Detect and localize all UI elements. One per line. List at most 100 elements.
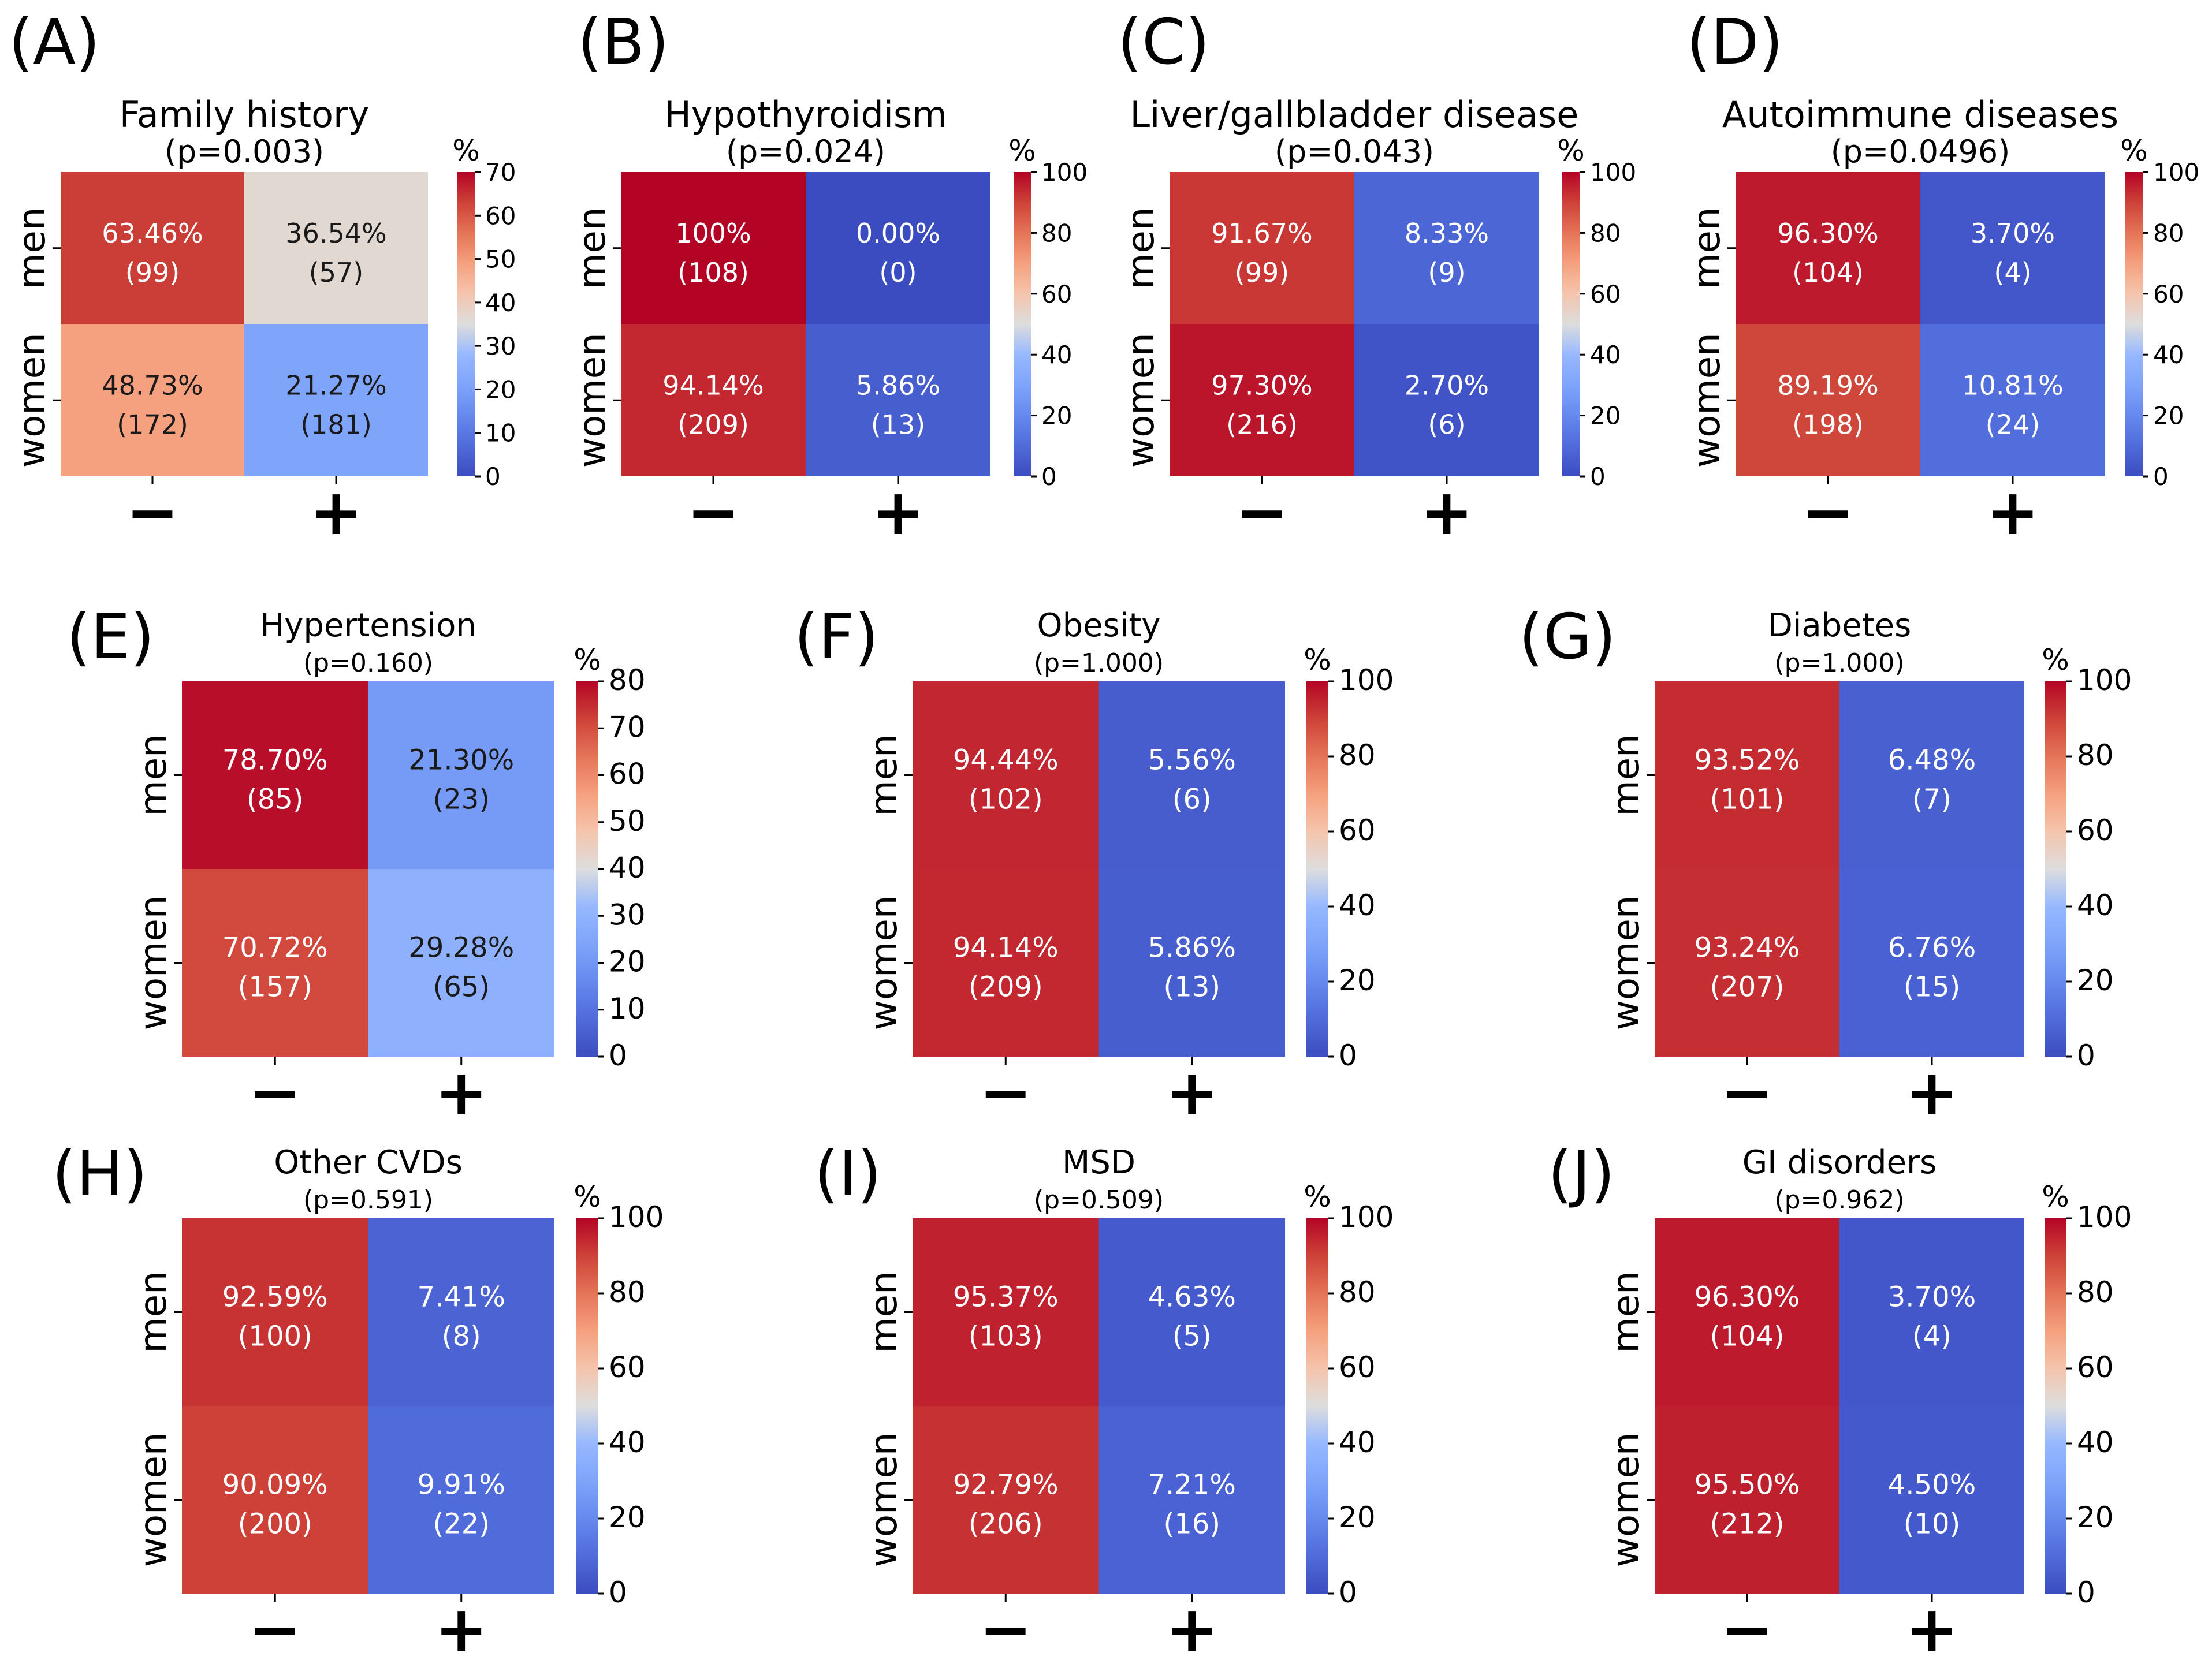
cell-percent-label: 48.73%: [102, 370, 203, 401]
cell-count-label: (16): [1163, 1508, 1220, 1540]
colorbar-tick-label: 80: [2077, 1275, 2114, 1309]
cell-count-label: (85): [247, 784, 304, 816]
chart-title: Liver/gallbladder disease: [1130, 94, 1579, 136]
cell-percent-label: 96.30%: [1777, 218, 1878, 249]
panel-label: (A): [9, 6, 100, 79]
row-label: men: [571, 207, 614, 289]
colorbar-tick-label: 40: [1590, 341, 1621, 369]
heatmap-cell: [1098, 869, 1285, 1057]
colorbar-label: %: [574, 643, 601, 677]
colorbar-tick-label: 60: [609, 1351, 646, 1384]
chart-title: Hypertension: [260, 607, 476, 644]
cell-count-label: (6): [1172, 784, 1212, 816]
colorbar-tick-label: 60: [2077, 1351, 2114, 1384]
cell-count-label: (13): [1163, 971, 1220, 1004]
row-label: women: [132, 896, 175, 1031]
chart-subtitle: (p=0.003): [165, 133, 324, 170]
heatmap-cell: [182, 869, 368, 1057]
heatmap-cell: [1098, 1406, 1285, 1594]
cell-percent-label: 94.14%: [662, 370, 764, 401]
column-label: −: [979, 1592, 1032, 1660]
cell-percent-label: 7.41%: [418, 1281, 505, 1314]
heatmap-cell: [1839, 869, 2024, 1057]
colorbar: [1306, 1218, 1328, 1594]
cell-percent-label: 78.70%: [222, 744, 328, 777]
cell-percent-label: 96.30%: [1694, 1281, 1800, 1314]
colorbar-tick-label: 80: [1339, 738, 1376, 772]
colorbar-tick-label: 20: [2077, 1501, 2114, 1534]
colorbar-tick-label: 0: [609, 1039, 627, 1072]
cell-percent-label: 92.79%: [953, 1469, 1059, 1501]
cell-percent-label: 91.67%: [1211, 218, 1312, 249]
panel-label: (J): [1548, 1138, 1615, 1210]
colorbar-label: %: [1557, 134, 1585, 167]
cell-count-label: (104): [1792, 257, 1864, 288]
colorbar-label: %: [574, 1180, 601, 1214]
column-label: +: [872, 475, 925, 549]
cell-count-label: (103): [969, 1320, 1043, 1353]
colorbar-tick-label: 60: [485, 202, 516, 230]
colorbar-tick-label: 0: [1041, 462, 1057, 491]
cell-count-label: (57): [309, 257, 363, 288]
cell-percent-label: 8.33%: [1405, 218, 1489, 249]
heatmap-cell: [1098, 1218, 1285, 1406]
cell-percent-label: 29.28%: [408, 932, 514, 964]
heatmap-cell: [1839, 1406, 2024, 1594]
colorbar-tick-label: 40: [2077, 1426, 2114, 1459]
panel-label: (F): [794, 601, 878, 673]
heatmap-cell: [621, 324, 806, 476]
row-label: men: [132, 1271, 175, 1353]
heatmap-cell: [368, 1218, 554, 1406]
cell-percent-label: 97.30%: [1211, 370, 1312, 401]
colorbar-tick-label: 40: [1339, 889, 1376, 922]
heatmap-cell: [61, 172, 244, 324]
colorbar-tick-label: 100: [1339, 1200, 1394, 1234]
cell-percent-label: 100%: [675, 218, 751, 249]
chart-title: MSD: [1062, 1144, 1135, 1181]
colorbar: [457, 172, 475, 476]
heatmap-cell: [806, 324, 990, 476]
cell-percent-label: 7.21%: [1148, 1469, 1236, 1501]
column-label: +: [435, 1055, 488, 1129]
colorbar-tick-label: 100: [2153, 158, 2199, 186]
row-label: women: [132, 1433, 175, 1568]
colorbar-tick-label: 10: [485, 419, 516, 447]
colorbar-tick-label: 30: [485, 332, 516, 360]
colorbar-tick-label: 10: [609, 992, 646, 1025]
colorbar: [2125, 172, 2143, 476]
colorbar-tick-label: 80: [2077, 738, 2114, 772]
row-label: women: [1686, 333, 1729, 468]
colorbar-tick-label: 20: [1339, 1501, 1376, 1534]
row-label: men: [1605, 1271, 1648, 1353]
cell-count-label: (108): [677, 257, 749, 288]
chart-panel-e: (E) Hypertension (p=0.160) 78.70% (85) 21.30%…: [66, 601, 646, 1129]
colorbar-tick-label: 60: [1339, 814, 1376, 847]
row-label: women: [863, 1433, 906, 1568]
colorbar-tick-label: 0: [2077, 1576, 2095, 1609]
cell-count-label: (65): [433, 971, 490, 1004]
row-label: women: [863, 896, 906, 1031]
heatmap-cell: [1839, 681, 2024, 869]
cell-percent-label: 94.44%: [953, 744, 1059, 777]
heatmap-cell: [1354, 172, 1539, 324]
colorbar-tick-label: 60: [1339, 1351, 1376, 1384]
heatmap-cell: [1354, 324, 1539, 476]
cell-percent-label: 3.70%: [1971, 218, 2055, 249]
chart-panel-h: (H) Other CVDs (p=0.591) 92.59% (100) 7.41% (8…: [52, 1138, 664, 1660]
chart-panel-b: (B) Hypothyroidism(p=0.024) 100% (108) 0.00%…: [571, 6, 1088, 549]
colorbar: [1306, 681, 1328, 1057]
row-label: women: [571, 333, 614, 468]
cell-percent-label: 21.27%: [285, 370, 386, 401]
heatmap-cell: [182, 1218, 368, 1406]
chart-title: Autoimmune diseases: [1722, 94, 2118, 136]
chart-subtitle: (p=0.160): [303, 648, 433, 678]
cell-percent-label: 93.52%: [1694, 744, 1800, 777]
colorbar-label: %: [2042, 1180, 2069, 1214]
cell-count-label: (100): [238, 1320, 312, 1353]
row-label: men: [1120, 207, 1163, 289]
colorbar-label: %: [2042, 643, 2069, 677]
cell-count-label: (200): [238, 1508, 312, 1540]
column-label: +: [310, 475, 363, 549]
cell-percent-label: 93.24%: [1694, 932, 1800, 964]
cell-count-label: (101): [1710, 784, 1784, 816]
